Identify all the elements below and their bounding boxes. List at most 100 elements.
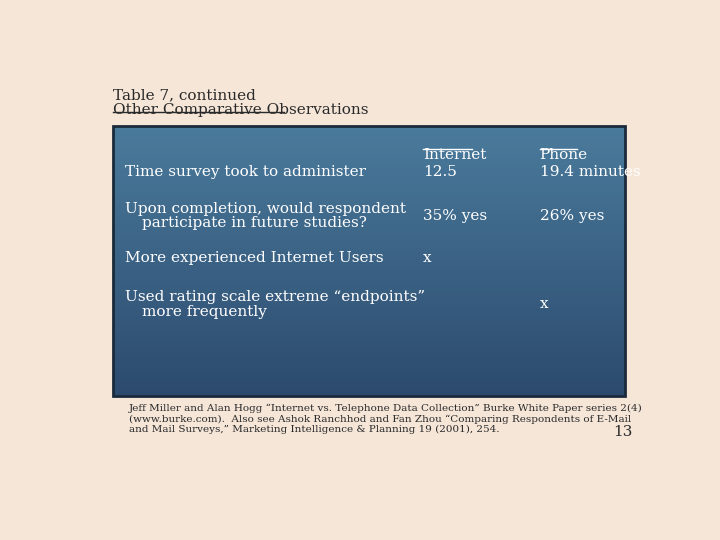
Bar (113, 299, 625, 301)
Bar (113, 270, 625, 272)
Bar (113, 364, 625, 367)
Bar (113, 160, 625, 163)
Bar (113, 338, 625, 340)
Bar (113, 165, 625, 167)
Text: 19.4 minutes: 19.4 minutes (539, 165, 640, 179)
Bar (113, 178, 625, 180)
Bar (113, 340, 625, 342)
Bar (113, 207, 625, 210)
Bar (113, 387, 625, 389)
Bar (113, 234, 625, 237)
Bar (113, 239, 625, 241)
Bar (113, 230, 625, 232)
Text: More experienced Internet Users: More experienced Internet Users (125, 251, 384, 265)
Text: Jeff Miller and Alan Hogg “Internet vs. Telephone Data Collection” Burke White P: Jeff Miller and Alan Hogg “Internet vs. … (129, 403, 642, 413)
Bar (113, 167, 625, 169)
Bar (113, 190, 625, 192)
Bar (113, 200, 625, 202)
Bar (113, 126, 625, 396)
Bar (113, 221, 625, 223)
Bar (113, 272, 625, 275)
Bar (113, 291, 625, 293)
Bar (113, 389, 625, 392)
Bar (113, 344, 625, 347)
Bar (113, 176, 625, 178)
Bar (113, 308, 625, 310)
Bar (113, 138, 625, 140)
Bar (113, 245, 625, 248)
Bar (113, 163, 625, 165)
Bar (113, 301, 625, 304)
Text: Upon completion, would respondent: Upon completion, would respondent (125, 202, 406, 216)
Text: x: x (423, 251, 432, 265)
Bar (113, 223, 625, 225)
Text: more frequently: more frequently (142, 305, 267, 319)
Bar (113, 227, 625, 230)
Bar (113, 306, 625, 308)
Bar (113, 147, 625, 149)
Text: 35% yes: 35% yes (423, 209, 487, 223)
Bar (113, 347, 625, 349)
Bar (113, 194, 625, 196)
Bar (113, 185, 625, 187)
Bar (113, 241, 625, 243)
Bar (113, 335, 625, 338)
Bar (113, 173, 625, 176)
Bar (113, 342, 625, 344)
Bar (113, 318, 625, 320)
Bar (113, 133, 625, 136)
Bar (113, 384, 625, 387)
Bar (113, 158, 625, 160)
Bar (113, 264, 625, 266)
Bar (113, 374, 625, 376)
Text: x: x (539, 298, 548, 312)
Bar (113, 171, 625, 173)
Bar (113, 353, 625, 355)
Bar (113, 252, 625, 254)
Bar (113, 142, 625, 144)
Text: Time survey took to administer: Time survey took to administer (125, 165, 366, 179)
Bar (113, 196, 625, 198)
Text: Phone: Phone (539, 148, 588, 162)
Bar (113, 392, 625, 394)
Bar (113, 169, 625, 171)
Bar (113, 232, 625, 234)
Bar (113, 198, 625, 200)
Bar (113, 394, 625, 396)
Bar (113, 371, 625, 374)
Bar (113, 360, 625, 362)
Bar (113, 326, 625, 328)
Text: 26% yes: 26% yes (539, 209, 604, 223)
Bar (113, 183, 625, 185)
Bar (113, 136, 625, 138)
Text: Table 7, continued: Table 7, continued (113, 88, 256, 102)
Bar (113, 126, 625, 129)
Bar (113, 214, 625, 216)
Bar (113, 295, 625, 297)
Text: Used rating scale extreme “endpoints”: Used rating scale extreme “endpoints” (125, 291, 425, 305)
Bar (113, 202, 625, 205)
Bar (113, 243, 625, 245)
Bar (113, 355, 625, 357)
Bar (113, 279, 625, 281)
Bar (113, 129, 625, 131)
Bar (113, 333, 625, 335)
Bar (113, 266, 625, 268)
Bar (113, 315, 625, 318)
Bar (113, 192, 625, 194)
Bar (113, 313, 625, 315)
Bar (113, 268, 625, 270)
Bar (113, 259, 625, 261)
Bar (113, 380, 625, 382)
Bar (113, 297, 625, 299)
Bar (113, 288, 625, 291)
Bar (113, 322, 625, 324)
Bar (113, 351, 625, 353)
Bar (113, 153, 625, 156)
Bar (113, 187, 625, 190)
Bar (113, 293, 625, 295)
Text: Other Comparative Observations: Other Comparative Observations (113, 103, 369, 117)
Bar (113, 378, 625, 380)
Text: and Mail Surveys,” Marketing Intelligence & Planning 19 (2001), 254.: and Mail Surveys,” Marketing Intelligenc… (129, 425, 499, 434)
Bar (113, 216, 625, 219)
